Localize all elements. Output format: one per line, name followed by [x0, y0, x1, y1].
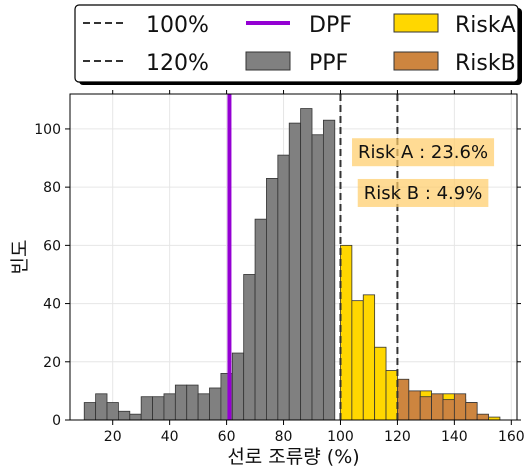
bar-riskb	[419, 396, 432, 421]
x-tick-label: 100	[327, 429, 354, 445]
y-tick-label: 60	[43, 238, 61, 254]
annotations: Risk A : 23.6% Risk B : 4.9%	[352, 138, 495, 207]
bar-ppf	[300, 108, 313, 421]
legend-swatch-ppf	[245, 51, 291, 71]
risk-b-annotation: Risk B : 4.9%	[364, 183, 483, 204]
bar-ppf	[186, 384, 199, 421]
legend-label-120: 120%	[146, 51, 209, 76]
x-tick-label: 20	[104, 429, 122, 445]
legend-label-riskb: RiskB	[455, 51, 516, 76]
bar-riska	[351, 300, 364, 421]
bar-ppf	[95, 393, 108, 421]
bar-riska	[340, 244, 353, 421]
risk-b-annotation-box	[357, 178, 489, 207]
bar-ppf	[311, 134, 324, 421]
legend-label-ppf: PPF	[309, 51, 348, 76]
bar-ppf	[106, 402, 119, 421]
vertical-lines	[227, 94, 399, 420]
legend: 100% 120% DPF PPF RiskA RiskB	[74, 4, 522, 85]
plot-area: Risk A : 23.6% Risk B : 4.9% 20 40 60 80 100…	[34, 90, 525, 445]
y-tick-label: 40	[43, 297, 61, 313]
x-tick-label: 140	[441, 429, 468, 445]
legend-label-riska: RiskA	[455, 13, 516, 38]
legend-label-100: 100%	[146, 13, 209, 38]
bar-ppf	[277, 154, 290, 421]
legend-frame	[74, 4, 519, 83]
bars	[83, 108, 501, 421]
bar-riskb	[431, 393, 444, 421]
bar-ppf	[129, 413, 142, 421]
risk-a-annotation-box	[352, 138, 495, 167]
bar-ppf	[152, 396, 165, 421]
bar-riska	[374, 346, 387, 421]
bar-riskb	[453, 393, 467, 421]
bar-riskb	[397, 378, 410, 421]
bar-ppf	[118, 410, 131, 421]
y-tick-label: 20	[43, 355, 61, 371]
bar-ppf	[322, 119, 336, 421]
y-tick-label: 100	[34, 122, 61, 138]
bar-riska	[362, 294, 376, 421]
bar-ppf	[231, 352, 245, 421]
bar-ppf	[288, 122, 302, 421]
x-axis-label: 선로 조류량 (%)	[227, 446, 359, 468]
bar-riskb	[442, 399, 455, 421]
x-tick-label: 80	[275, 429, 293, 445]
bar-ppf	[197, 393, 210, 421]
x-tick-label: 160	[498, 429, 525, 445]
bar-ppf	[254, 218, 267, 421]
bar-ppf	[140, 396, 153, 421]
plot-frame	[69, 93, 518, 421]
bar-riskb	[408, 390, 421, 421]
bar-ppf	[163, 393, 176, 421]
y-tick-label: 0	[52, 413, 61, 429]
legend-swatch-riskb	[393, 51, 439, 71]
bar-ppf	[266, 178, 279, 421]
ticks: 20 40 60 80 100 120 140 160 0 20 40 60 80 100	[34, 90, 525, 445]
bar-ppf	[83, 402, 97, 421]
y-tick-label: 80	[43, 180, 61, 196]
risk-a-annotation: Risk A : 23.6%	[358, 142, 488, 163]
x-tick-label: 120	[384, 429, 411, 445]
legend-swatch-riska	[393, 13, 439, 33]
legend-label-dpf: DPF	[309, 13, 352, 38]
bar-ppf	[174, 384, 188, 421]
x-tick-label: 40	[161, 429, 179, 445]
bar-ppf	[209, 387, 222, 421]
bar-ppf	[243, 274, 256, 421]
bar-riskb	[476, 413, 489, 421]
bar-riskb	[465, 402, 478, 421]
y-axis-label: 빈도	[9, 240, 31, 275]
bar-riska	[385, 370, 398, 421]
x-tick-label: 60	[218, 429, 236, 445]
